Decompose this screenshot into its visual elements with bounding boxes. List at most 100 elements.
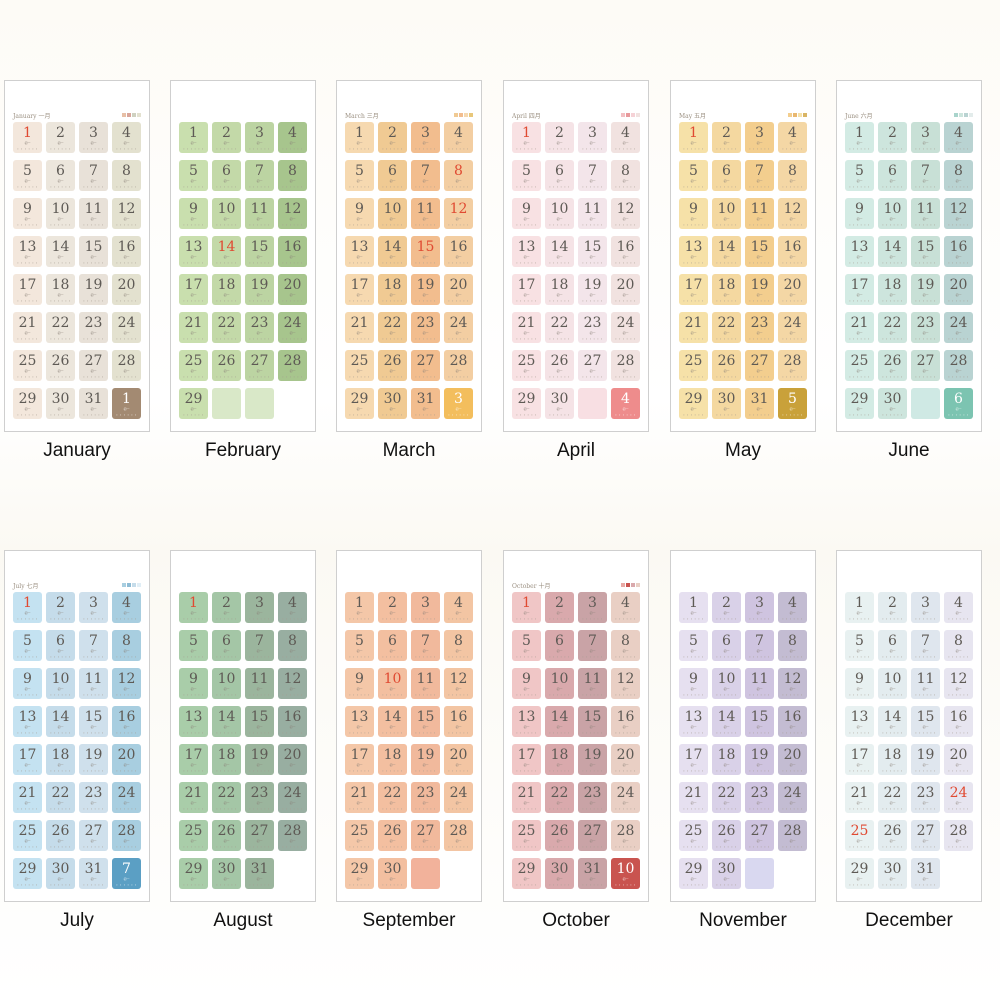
day-number: 5 [522,163,531,179]
dot-row: • • • • • • [915,807,936,811]
day-number: 24 [616,315,635,331]
day-number: 20 [949,747,968,763]
day-number: 26 [550,353,569,369]
lunar-date: 初一 [57,331,64,335]
day-number: 13 [684,239,703,255]
lunar-date: 初一 [256,649,263,653]
lunar-date: 初一 [356,141,363,145]
day-number: 26 [550,823,569,839]
lunar-date: 初一 [422,407,429,411]
day-number: 23 [916,315,935,331]
day-sticker: 1 初一 • • • • • • [345,592,374,623]
lunar-date: 初一 [856,179,863,183]
day-number: 28 [283,353,302,369]
day-sticker: 17 初一 • • • • • • [512,274,541,305]
dot-row: • • • • • • [582,731,603,735]
day-sticker: 21 初一 • • • • • • [845,782,874,813]
lunar-date: 初一 [24,687,31,691]
day-sticker: 15 初一 • • • • • • [411,706,440,737]
dot-row: • • • • • • [249,845,270,849]
day-sticker: 4 初一 • • • • • • [112,122,141,153]
lunar-date: 初一 [922,255,929,259]
day-number: 19 [583,277,602,293]
dot-row: • • • • • • [116,261,137,265]
day-number: 14 [883,239,902,255]
lunar-date: 初一 [889,725,896,729]
lunar-date: 初一 [90,725,97,729]
day-sticker: 29 初一 • • • • • • [512,858,541,889]
dot-row: • • • • • • [915,223,936,227]
dot-row: • • • • • • [116,883,137,887]
dot-row: • • • • • • [615,223,636,227]
day-sticker: 26 初一 • • • • • • [545,350,574,381]
dot-row: • • • • • • [549,693,570,697]
dot-row: • • • • • • [683,617,704,621]
day-number: 19 [416,277,435,293]
lunar-date: 初一 [24,407,31,411]
lunar-date: 初一 [889,801,896,805]
day-sticker: 29 初一 • • • • • • [845,858,874,889]
day-sticker: 29 初一 • • • • • • [679,388,708,419]
day-number: 30 [51,861,70,877]
day-sticker: 14 初一 • • • • • • [378,236,407,267]
dot-row: • • • • • • [17,223,38,227]
lunar-date: 初一 [955,331,962,335]
day-number: 17 [850,747,869,763]
lunar-date: 初一 [556,255,563,259]
color-legend [621,583,640,587]
day-sticker: 18 初一 • • • • • • [545,274,574,305]
dot-row: • • • • • • [882,845,903,849]
card-header: March 三月 [345,111,473,121]
legend-swatch [137,113,141,117]
day-grid: 1 初一 • • • • • • 2 初一 • • • • • • 3 初一 • • • • •… [345,122,473,419]
day-number: 12 [616,671,635,687]
blank-sticker [245,388,274,419]
day-sticker: 2 初一 • • • • • • [878,592,907,623]
dot-row: • • • • • • [116,693,137,697]
dot-row: • • • • • • [882,413,903,417]
blank-sticker [745,858,774,889]
day-number: 2 [56,125,65,141]
day-sticker: 25 初一 • • • • • • [679,350,708,381]
day-sticker: 22 初一 • • • • • • [712,312,741,343]
day-number: 17 [18,747,37,763]
lunar-date: 初一 [24,839,31,843]
lunar-date: 初一 [24,179,31,183]
day-number: 3 [921,595,930,611]
dot-row: • • • • • • [615,337,636,341]
dot-row: • • • • • • [349,375,370,379]
day-number: 28 [949,353,968,369]
lunar-date: 初一 [123,801,130,805]
day-sticker: 15 初一 • • • • • • [245,236,274,267]
lunar-date: 初一 [889,407,896,411]
day-number: 28 [949,823,968,839]
month-label: October [542,910,610,931]
lunar-date: 初一 [789,369,796,373]
day-number: 12 [117,201,136,217]
day-grid: 1 初一 • • • • • • 2 初一 • • • • • • 3 初一 • • • • •… [179,592,307,889]
day-sticker: 21 初一 • • • • • • [512,782,541,813]
day-sticker: 11 初一 • • • • • • [245,668,274,699]
day-sticker: 20 初一 • • • • • • [778,274,807,305]
day-sticker: 3 初一 • • • • • • [911,122,940,153]
lunar-date: 初一 [356,839,363,843]
day-number: 18 [51,747,70,763]
dot-row: • • • • • • [683,883,704,887]
day-number: 18 [51,277,70,293]
day-number: 2 [722,595,731,611]
lunar-date: 初一 [289,725,296,729]
day-sticker: 12 初一 • • • • • • [778,668,807,699]
day-sticker: 24 初一 • • • • • • [278,782,307,813]
day-sticker: 10 初一 • • • • • • [712,198,741,229]
day-number: 30 [217,861,236,877]
lunar-date: 初一 [523,369,530,373]
day-sticker: 28 初一 • • • • • • [944,350,973,381]
day-number: 22 [717,315,736,331]
lunar-date: 初一 [422,255,429,259]
lunar-date: 初一 [889,877,896,881]
day-number: 5 [788,391,797,407]
day-number: 10 [883,671,902,687]
lunar-date: 初一 [690,687,697,691]
dot-row: • • • • • • [749,693,770,697]
day-sticker: 19 初一 • • • • • • [911,744,940,775]
